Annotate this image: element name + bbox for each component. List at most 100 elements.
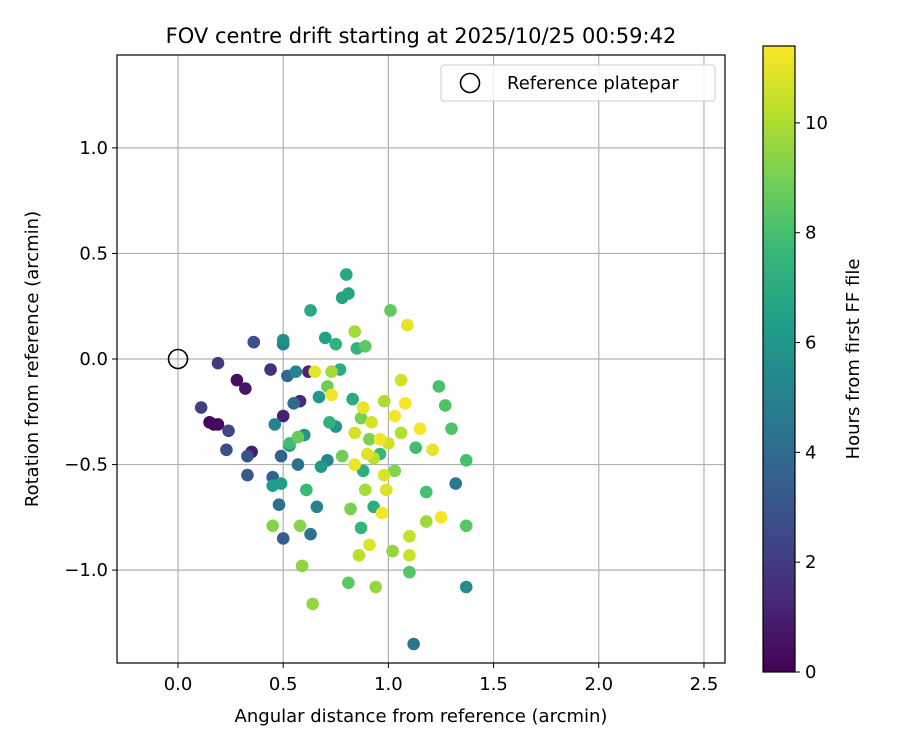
colorbar-label: Hours from first FF file bbox=[843, 259, 864, 460]
data-point bbox=[358, 483, 372, 497]
chart-title: FOV centre drift starting at 2025/10/25 … bbox=[166, 24, 677, 48]
data-point bbox=[388, 464, 402, 478]
data-point bbox=[394, 373, 408, 387]
legend: Reference platepar bbox=[440, 64, 716, 102]
colorbar-gradient bbox=[762, 45, 796, 673]
data-point bbox=[268, 418, 282, 431]
data-point bbox=[398, 397, 412, 410]
y-tick-label: 0.5 bbox=[79, 243, 108, 264]
data-point bbox=[220, 443, 233, 457]
data-point bbox=[379, 483, 393, 497]
data-point bbox=[312, 390, 326, 404]
data-point bbox=[211, 356, 225, 370]
data-point bbox=[274, 449, 288, 463]
x-tick-label: 1.5 bbox=[479, 674, 508, 695]
data-point bbox=[266, 519, 279, 533]
data-point bbox=[354, 521, 368, 535]
data-point bbox=[194, 401, 208, 414]
data-point bbox=[323, 416, 336, 429]
data-point bbox=[419, 485, 433, 499]
y-tick-label: 1.0 bbox=[79, 138, 108, 159]
data-point bbox=[291, 430, 305, 444]
colorbar-tick-label: 10 bbox=[805, 113, 828, 134]
data-point bbox=[318, 331, 332, 345]
data-point bbox=[426, 443, 439, 457]
data-point bbox=[276, 409, 290, 423]
colorbar-ticks: 0 2 4 6 8 10 bbox=[795, 113, 828, 683]
data-point bbox=[363, 432, 376, 446]
data-point bbox=[363, 538, 376, 552]
data-point bbox=[459, 580, 473, 594]
data-point bbox=[293, 519, 307, 533]
data-point bbox=[230, 373, 244, 387]
data-point bbox=[342, 287, 355, 300]
data-point bbox=[354, 411, 368, 425]
data-point bbox=[358, 340, 372, 353]
y-tick-label: −0.5 bbox=[64, 455, 108, 476]
data-point bbox=[247, 335, 261, 349]
data-point bbox=[346, 392, 359, 406]
data-point bbox=[264, 363, 277, 376]
data-point bbox=[276, 333, 290, 347]
data-point bbox=[300, 483, 313, 497]
data-point bbox=[409, 441, 423, 454]
y-tick-label: −1.0 bbox=[64, 560, 108, 581]
colorbar-tick-label: 2 bbox=[805, 552, 816, 573]
colorbar-tick-label: 6 bbox=[805, 333, 816, 354]
data-point bbox=[274, 477, 288, 490]
plot-area bbox=[116, 54, 726, 664]
data-point bbox=[459, 519, 473, 533]
data-points bbox=[194, 268, 473, 651]
data-point bbox=[342, 576, 355, 590]
x-tick-label: 2.0 bbox=[584, 674, 613, 695]
data-point bbox=[386, 544, 399, 558]
data-point bbox=[434, 511, 448, 524]
data-point bbox=[413, 422, 427, 435]
data-point bbox=[377, 468, 391, 482]
data-point bbox=[308, 365, 322, 378]
data-point bbox=[348, 426, 362, 440]
y-axis-ticks: −1.0 −0.5 0.0 0.5 1.0 bbox=[64, 138, 117, 581]
data-point bbox=[287, 397, 301, 410]
data-point bbox=[375, 506, 389, 520]
data-point bbox=[384, 304, 397, 317]
data-point bbox=[377, 394, 391, 408]
legend-label: Reference platepar bbox=[507, 73, 679, 94]
data-point bbox=[329, 337, 343, 351]
data-point bbox=[310, 500, 324, 514]
data-point bbox=[445, 422, 458, 435]
data-point bbox=[348, 458, 362, 471]
data-point bbox=[304, 527, 317, 541]
y-axis-label: Rotation from reference (arcmin) bbox=[22, 211, 43, 507]
data-point bbox=[291, 458, 305, 471]
data-point bbox=[289, 365, 303, 378]
x-tick-label: 1.0 bbox=[374, 674, 403, 695]
data-point bbox=[361, 447, 374, 461]
data-point bbox=[403, 565, 416, 579]
reference-platepar-marker bbox=[167, 348, 189, 370]
data-point bbox=[352, 549, 366, 562]
data-point bbox=[419, 515, 433, 528]
colorbar-tick-label: 4 bbox=[805, 442, 816, 463]
data-point bbox=[369, 580, 383, 594]
data-point bbox=[356, 401, 370, 414]
data-point bbox=[314, 460, 328, 473]
data-point bbox=[340, 268, 353, 281]
data-point bbox=[211, 418, 225, 431]
data-point bbox=[325, 388, 338, 402]
colorbar-tick-label: 0 bbox=[805, 662, 816, 683]
legend-open-circle-icon bbox=[459, 72, 481, 94]
data-point bbox=[403, 530, 416, 543]
data-point bbox=[335, 449, 349, 463]
x-tick-label: 0.5 bbox=[269, 674, 298, 695]
data-point bbox=[373, 432, 387, 446]
data-point bbox=[388, 409, 402, 423]
data-point bbox=[272, 498, 286, 511]
colorbar-tick-label: 8 bbox=[805, 223, 816, 244]
data-point bbox=[459, 454, 473, 467]
data-point bbox=[401, 318, 414, 332]
data-point bbox=[407, 637, 420, 651]
data-point bbox=[241, 449, 254, 463]
colorbar: 0 2 4 6 8 10 Hours from first FF file bbox=[762, 45, 864, 683]
data-point bbox=[222, 424, 235, 438]
